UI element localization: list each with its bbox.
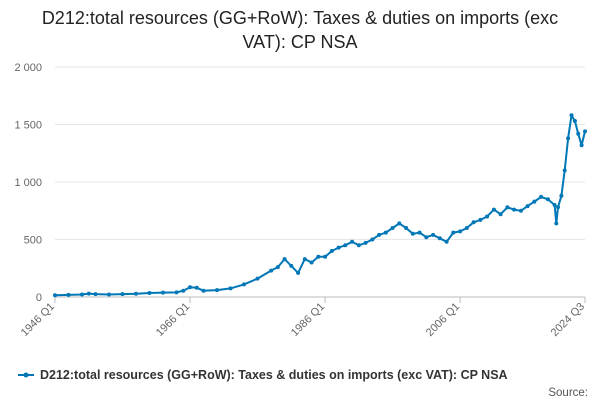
data-point — [431, 232, 436, 237]
data-point — [201, 288, 206, 293]
data-point — [302, 257, 307, 262]
data-point — [539, 194, 544, 199]
data-point — [309, 260, 314, 265]
data-point — [464, 226, 469, 230]
data-point — [417, 230, 422, 235]
data-point — [282, 257, 287, 262]
y-tick-label: 2 000 — [14, 62, 42, 74]
data-point — [363, 240, 368, 245]
data-point — [572, 119, 577, 123]
data-point — [147, 291, 152, 295]
data-point — [512, 207, 517, 212]
data-point — [478, 217, 483, 222]
data-point — [437, 236, 442, 241]
data-point — [554, 221, 559, 226]
data-point — [491, 207, 496, 212]
x-tick-label: 2006 Q1 — [424, 301, 462, 339]
data-point — [66, 292, 71, 297]
data-point — [377, 232, 382, 237]
data-point — [404, 226, 409, 230]
legend-label: D212:total resources (GG+RoW): Taxes & d… — [40, 368, 508, 382]
data-point — [296, 270, 301, 275]
data-point — [566, 136, 571, 141]
data-point — [498, 212, 503, 217]
data-point — [383, 230, 388, 235]
data-point — [343, 243, 348, 248]
series-layer — [53, 113, 587, 298]
data-point — [194, 285, 199, 290]
data-point — [161, 290, 165, 295]
y-axis-labels: 0 500 1 000 1 500 2 000 — [14, 62, 42, 304]
data-point — [444, 239, 449, 244]
data-point — [107, 292, 111, 297]
data-point — [134, 291, 138, 296]
gridlines — [55, 66, 585, 240]
data-point — [458, 229, 463, 234]
data-point — [120, 292, 125, 297]
data-point — [576, 131, 581, 136]
data-point — [451, 230, 456, 235]
data-point — [370, 237, 375, 242]
data-point — [556, 205, 560, 210]
y-tick-label: 1 000 — [14, 177, 42, 189]
x-tick-label: 1946 Q1 — [19, 301, 57, 339]
data-point — [269, 268, 274, 273]
data-point — [329, 249, 334, 253]
data-point — [424, 235, 429, 240]
data-point — [552, 203, 557, 207]
data-point — [255, 276, 260, 281]
x-axis: 1946 Q1 1966 Q1 1986 Q1 2006 Q1 2024 Q3 — [19, 296, 587, 339]
source-label: Source: — [548, 387, 588, 399]
x-tick-label: 2024 Q3 — [549, 301, 587, 339]
legend-dot-marker — [23, 372, 29, 378]
data-point — [485, 214, 490, 219]
legend[interactable]: D212:total resources (GG+RoW): Taxes & d… — [18, 368, 508, 382]
data-point — [579, 143, 584, 148]
y-tick-label: 1 500 — [14, 120, 42, 132]
data-point — [215, 288, 219, 293]
data-point — [53, 293, 57, 298]
data-point — [583, 129, 587, 134]
data-point — [532, 199, 537, 204]
x-tick-label: 1986 Q1 — [289, 301, 327, 339]
y-tick-label: 0 — [36, 292, 42, 304]
data-point — [80, 292, 84, 297]
data-point — [86, 291, 91, 296]
data-point — [525, 204, 530, 209]
y-tick-label: 500 — [24, 235, 42, 247]
data-point — [505, 205, 510, 210]
data-point — [545, 197, 550, 202]
data-point — [188, 285, 192, 290]
data-point — [228, 286, 233, 291]
data-point — [390, 226, 395, 230]
x-tick-label: 1966 Q1 — [154, 301, 192, 339]
data-point — [559, 193, 564, 198]
data-point — [93, 292, 98, 297]
data-point — [471, 220, 476, 225]
chart-title: D212:total resources (GG+RoW): Taxes & d… — [41, 8, 559, 52]
data-point — [356, 243, 361, 248]
data-point — [336, 245, 341, 250]
data-point — [410, 231, 415, 236]
data-point — [562, 168, 567, 173]
data-point — [569, 113, 574, 118]
data-point — [289, 263, 294, 268]
data-point — [181, 288, 186, 293]
data-point — [174, 290, 179, 295]
data-point — [350, 239, 355, 244]
series-line — [54, 114, 586, 297]
data-point — [275, 265, 280, 270]
data-point — [316, 254, 321, 259]
data-point — [397, 221, 402, 226]
data-point — [242, 282, 246, 287]
data-point — [323, 254, 328, 259]
data-point — [518, 208, 523, 213]
